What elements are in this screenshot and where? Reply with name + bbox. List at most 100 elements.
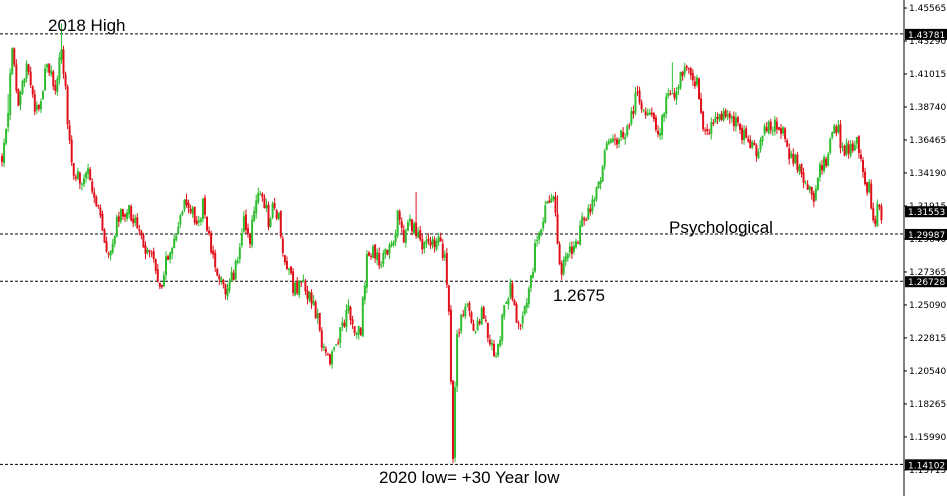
candle-up-body — [710, 122, 713, 134]
candle-down-body — [689, 68, 692, 76]
candle-down-body — [421, 239, 424, 250]
candle-up-body — [833, 125, 836, 133]
candle-down-body — [835, 126, 838, 134]
candle-up-body — [3, 142, 6, 164]
candle-down-body — [685, 65, 688, 68]
candle-down-body — [755, 145, 758, 157]
candle-down-body — [810, 186, 813, 195]
candle-up-body — [536, 240, 539, 242]
candle-up-body — [253, 211, 256, 221]
candle-down-body — [400, 221, 403, 228]
candle-up-body — [743, 129, 746, 141]
candle-up-body — [572, 245, 575, 252]
candle-down-body — [78, 172, 81, 184]
candle-up-body — [365, 254, 368, 288]
candle-down-body — [749, 139, 752, 149]
candle-down-body — [843, 145, 846, 156]
candle-down-body — [89, 169, 92, 180]
candle-down-body — [472, 323, 475, 331]
candle-down-body — [870, 183, 873, 209]
candle-down-body — [493, 343, 495, 356]
candle-up-body — [730, 116, 733, 119]
candle-down-body — [138, 229, 141, 231]
candle-up-body — [757, 151, 760, 159]
candle-up-body — [648, 112, 651, 116]
candle-down-body — [95, 196, 98, 206]
candle-down-body — [691, 73, 694, 81]
candle-up-body — [759, 139, 762, 150]
candle-up-body — [363, 285, 366, 300]
price-tick-label: 1.29640 — [909, 235, 946, 245]
candle-down-body — [419, 229, 422, 240]
candle-down-body — [445, 252, 448, 285]
candle-up-body — [220, 278, 223, 281]
candle-up-body — [76, 171, 79, 179]
candle-up-body — [771, 130, 774, 132]
candle-up-body — [230, 271, 233, 282]
candle-down-body — [203, 197, 206, 215]
candle-down-body — [97, 205, 100, 207]
candle-down-body — [74, 176, 77, 179]
candles — [1, 23, 883, 464]
candle-up-body — [56, 78, 59, 93]
candle-up-body — [179, 215, 182, 225]
price-tick-label: 1.45565 — [909, 4, 946, 14]
candle-down-body — [99, 207, 102, 216]
candle-down-body — [281, 238, 284, 253]
candle-down-body — [554, 196, 557, 213]
candle-down-body — [739, 123, 741, 130]
candle-down-body — [724, 110, 727, 117]
candle-up-body — [173, 238, 176, 248]
candle-down-body — [359, 328, 362, 335]
candle-up-body — [611, 138, 614, 142]
candle-up-body — [171, 248, 174, 254]
candle-up-body — [544, 205, 547, 223]
candle-up-body — [521, 315, 524, 324]
candle-up-body — [837, 125, 840, 132]
candle-down-body — [72, 163, 75, 176]
candle-up-body — [437, 236, 440, 243]
candle-down-body — [398, 211, 401, 220]
candle-up-body — [634, 92, 637, 113]
candle-up-body — [119, 208, 122, 222]
candle-up-body — [603, 150, 606, 167]
candle-up-body — [816, 177, 819, 190]
candle-up-body — [501, 314, 504, 341]
candle-down-body — [747, 138, 750, 142]
candle-up-body — [562, 259, 565, 274]
candle-down-body — [589, 208, 592, 213]
candle-up-body — [335, 344, 338, 346]
candle-down-body — [206, 216, 208, 231]
candle-up-body — [665, 96, 668, 114]
candle-down-body — [515, 304, 518, 323]
candle-down-body — [796, 154, 799, 171]
candle-down-body — [775, 121, 778, 130]
candle-down-body — [736, 117, 739, 123]
candle-up-body — [642, 109, 645, 111]
candle-up-body — [162, 275, 165, 287]
candle-down-body — [439, 237, 442, 242]
candle-down-body — [765, 127, 768, 132]
candle-up-body — [128, 205, 131, 215]
candle-down-body — [462, 314, 465, 316]
candle-up-body — [60, 49, 63, 60]
candle-down-body — [324, 348, 327, 353]
candle-up-body — [228, 281, 231, 291]
candle-up-body — [406, 222, 409, 231]
candle-down-body — [249, 233, 252, 244]
candle-up-body — [25, 63, 28, 79]
candle-up-body — [646, 113, 649, 115]
level-price-label: 1.43781 — [908, 31, 945, 41]
candle-up-body — [761, 135, 764, 142]
level-lines — [0, 33, 904, 465]
candle-up-body — [831, 132, 834, 138]
candle-down-body — [458, 332, 461, 334]
candle-down-body — [478, 321, 481, 324]
candle-down-body — [681, 71, 684, 77]
candle-down-body — [652, 112, 655, 120]
candle-up-body — [531, 272, 534, 278]
candle-down-body — [29, 71, 32, 86]
candle-up-body — [460, 314, 463, 332]
candle-up-body — [525, 302, 528, 308]
candle-down-body — [195, 220, 198, 225]
